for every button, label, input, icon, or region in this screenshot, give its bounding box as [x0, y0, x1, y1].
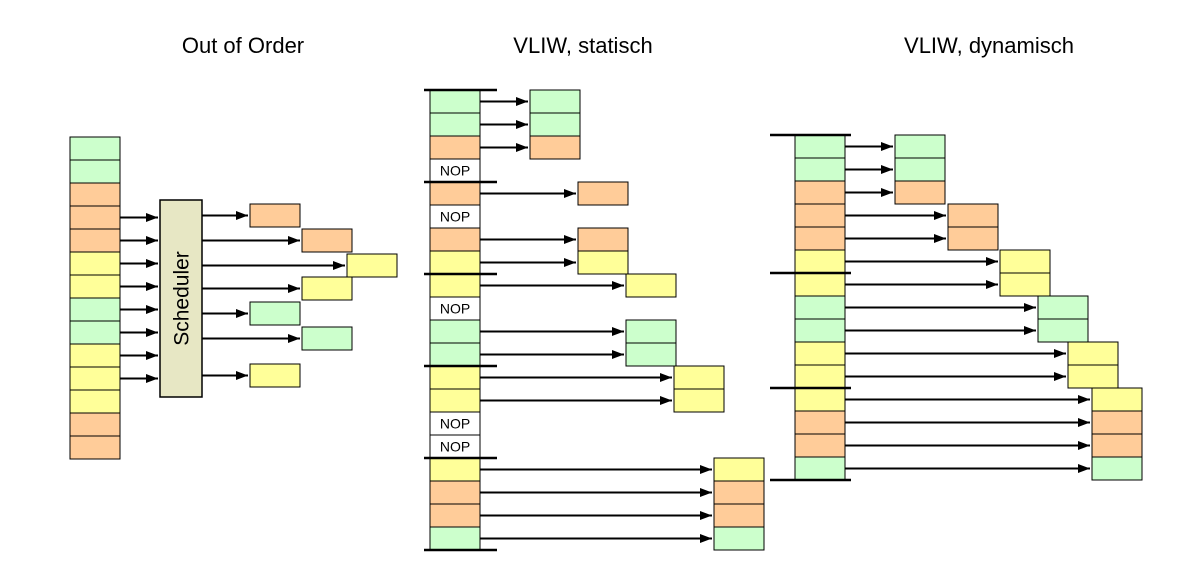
- instruction-cell: [69, 297, 121, 322]
- instruction-cell: [69, 389, 121, 414]
- instruction-cell: [429, 181, 481, 206]
- issued-instruction-cell: [249, 203, 301, 228]
- issued-instruction-cell: [713, 457, 765, 482]
- instruction-cell: [429, 342, 481, 367]
- issued-instruction-cell: [1037, 295, 1089, 320]
- instruction-cell: [429, 457, 481, 482]
- issued-instruction-cell: [999, 249, 1051, 274]
- issued-instruction-cell: [894, 180, 946, 205]
- nop-label: NOP: [440, 300, 470, 316]
- instruction-cell: [69, 320, 121, 345]
- issued-instruction-cell: [625, 319, 677, 344]
- instruction-cell: [429, 227, 481, 252]
- panel-title-out-of-order: Out of Order: [181, 33, 305, 58]
- instruction-cell: [429, 112, 481, 137]
- issued-instruction-cell: [713, 503, 765, 528]
- instruction-cell: [429, 135, 481, 160]
- issued-instruction-cell: [1067, 341, 1119, 366]
- instruction-cell: [69, 412, 121, 437]
- instruction-cell: [794, 387, 846, 412]
- issued-instruction-cell: [894, 134, 946, 159]
- instruction-cell: [69, 136, 121, 161]
- instruction-cell: [429, 250, 481, 275]
- issued-instruction-cell: [577, 250, 629, 275]
- instruction-cell: [794, 134, 846, 159]
- issued-instruction-cell: [1067, 364, 1119, 389]
- instruction-cell: [69, 435, 121, 460]
- instruction-cell: [794, 226, 846, 251]
- issued-instruction-cell: [249, 363, 301, 388]
- instruction-cell: [794, 318, 846, 343]
- issued-instruction-cell: [673, 388, 725, 413]
- issued-instruction-cell: [947, 203, 999, 228]
- instruction-cell: [794, 295, 846, 320]
- instruction-cell: [429, 480, 481, 505]
- instruction-cell: [794, 456, 846, 481]
- issued-instruction-cell: [1091, 456, 1143, 481]
- issued-instruction-cell: [713, 480, 765, 505]
- issued-instruction-cell: [999, 272, 1051, 297]
- instruction-cell: [794, 249, 846, 274]
- nop-label: NOP: [440, 415, 470, 431]
- instruction-cell: [69, 205, 121, 230]
- scheduler-label: Scheduler: [170, 251, 193, 346]
- nop-label: NOP: [440, 208, 470, 224]
- diagram-shapes: Scheduler NOP NOP NOP NOP NOP: [69, 88, 1143, 552]
- issued-instruction-cell: [894, 157, 946, 182]
- issued-instruction-cell: [1037, 318, 1089, 343]
- issued-instruction-cell: [673, 365, 725, 390]
- panel-title-vliw-static: VLIW, statisch: [513, 33, 653, 58]
- issued-instruction-cell: [529, 89, 581, 114]
- issued-instruction-cell: [1091, 410, 1143, 435]
- scheduler-box: [159, 199, 203, 398]
- instruction-cell: [69, 274, 121, 299]
- instruction-cell: [794, 410, 846, 435]
- instruction-cell: [69, 159, 121, 184]
- issued-instruction-cell: [577, 227, 629, 252]
- instruction-cell: [429, 319, 481, 344]
- instruction-cell: [429, 388, 481, 413]
- issued-instruction-cell: [713, 526, 765, 551]
- instruction-cell: [794, 341, 846, 366]
- issued-instruction-cell: [249, 301, 301, 326]
- instruction-cell: [794, 364, 846, 389]
- issued-instruction-cell: [577, 181, 629, 206]
- instruction-cell: [794, 180, 846, 205]
- issued-instruction-cell: [301, 276, 353, 301]
- instruction-cell: [429, 89, 481, 114]
- instruction-cell: [794, 272, 846, 297]
- instruction-cell: [69, 228, 121, 253]
- instruction-cell: [794, 433, 846, 458]
- issued-instruction-cell: [301, 326, 353, 351]
- panel-title-vliw-dynamic: VLIW, dynamisch: [904, 33, 1074, 58]
- issued-instruction-cell: [625, 342, 677, 367]
- issued-instruction-cell: [1091, 387, 1143, 412]
- instruction-cell: [429, 503, 481, 528]
- instruction-cell: [69, 182, 121, 207]
- instruction-cell: [69, 251, 121, 276]
- instruction-cell: [69, 343, 121, 368]
- issued-instruction-cell: [346, 253, 398, 278]
- instruction-cell: [794, 157, 846, 182]
- instruction-cell: [429, 273, 481, 298]
- issued-instruction-cell: [1091, 433, 1143, 458]
- issued-instruction-cell: [529, 135, 581, 160]
- instruction-cell: [69, 366, 121, 391]
- issued-instruction-cell: [947, 226, 999, 251]
- instruction-cell: [429, 526, 481, 551]
- issued-instruction-cell: [301, 228, 353, 253]
- nop-label: NOP: [440, 438, 470, 454]
- nop-label: NOP: [440, 162, 470, 178]
- issued-instruction-cell: [625, 273, 677, 298]
- issued-instruction-cell: [529, 112, 581, 137]
- instruction-cell: [429, 365, 481, 390]
- instruction-cell: [794, 203, 846, 228]
